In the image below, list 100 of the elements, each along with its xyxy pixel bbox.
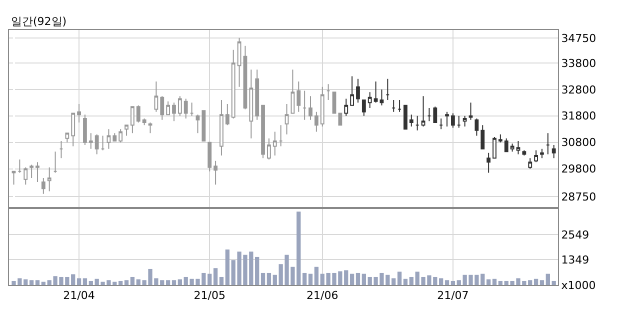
candlestick: [118, 128, 123, 143]
candlestick: [278, 124, 283, 147]
y-tick-label: 28750: [561, 190, 596, 204]
candlestick: [249, 69, 254, 139]
candlestick: [243, 45, 248, 110]
candlestick: [100, 135, 105, 151]
candlestick: [504, 138, 508, 152]
candlestick: [154, 81, 158, 112]
candlestick: [522, 150, 526, 156]
y-tick-label: x1000: [561, 278, 596, 292]
candlestick: [83, 114, 87, 146]
candlestick: [65, 132, 70, 143]
candlestick: [534, 150, 538, 163]
candlestick: [24, 166, 28, 186]
candlestick: [480, 124, 485, 150]
candlestick: [433, 106, 438, 123]
y-tick-label: 1349: [561, 254, 590, 267]
y-tick-label: 29800: [561, 162, 596, 176]
candlestick: [237, 37, 242, 88]
candlestick: [374, 81, 378, 104]
candlestick: [439, 118, 444, 130]
candlestick: [130, 106, 134, 134]
candlestick: [267, 138, 271, 160]
candlestick: [552, 144, 556, 159]
candlestick: [190, 102, 194, 116]
candlestick: [474, 118, 479, 136]
candlestick: [404, 104, 408, 130]
candlestick: [142, 118, 146, 126]
candlestick: [148, 122, 152, 134]
candlestick: [53, 151, 58, 174]
candlestick: [261, 104, 265, 159]
candlestick: [30, 164, 34, 178]
candlestick: [290, 69, 295, 114]
candlestick: [106, 128, 111, 150]
candlestick: [166, 100, 170, 116]
candlestick: [284, 104, 289, 135]
candlestick: [421, 96, 426, 127]
candlestick: [308, 96, 312, 120]
candlestick: [272, 131, 277, 156]
candlestick: [160, 96, 164, 120]
candlestick: [368, 92, 372, 108]
candlestick: [456, 115, 461, 128]
candlestick: [202, 110, 206, 142]
candlestick: [231, 49, 236, 120]
candlestick: [220, 100, 224, 156]
candlestick: [362, 100, 366, 116]
candlestick: [332, 92, 336, 114]
y-tick-label: 33800: [561, 56, 596, 70]
candlestick: [326, 84, 330, 101]
candlestick: [112, 132, 117, 142]
candlestick: [18, 159, 22, 174]
candlestick: [178, 96, 182, 116]
y-tick-label: 32800: [561, 83, 596, 96]
x-tick-label: 21/06: [306, 289, 338, 302]
candlestick: [184, 98, 188, 120]
candlestick: [386, 78, 390, 101]
candlestick: [172, 102, 176, 122]
candlestick: [320, 86, 324, 127]
candlestick: [94, 134, 99, 155]
x-tick-label: 21/05: [194, 289, 226, 302]
y-tick-label: 2549: [561, 228, 590, 242]
candlestick: [350, 76, 354, 106]
candlestick: [546, 132, 550, 155]
candlestick: [302, 90, 307, 120]
candlestick: [12, 170, 16, 186]
candlestick: [338, 112, 342, 126]
candlestick: [225, 104, 230, 126]
candlestick: [498, 134, 502, 143]
candlestick: [540, 148, 544, 159]
candlestick: [214, 160, 218, 186]
candlestick: [380, 88, 384, 106]
candlestick: [296, 81, 301, 112]
candlestick: [314, 111, 318, 132]
candlestick: [398, 100, 402, 112]
candlestick: [344, 98, 348, 116]
candlestick: [59, 140, 64, 159]
candlestick: [77, 104, 81, 123]
candlestick: [88, 132, 93, 150]
y-tick-label: 30800: [561, 136, 596, 150]
candlestick: [41, 178, 46, 194]
candlestick: [528, 158, 532, 170]
candlestick: [71, 112, 76, 147]
candlestick: [356, 78, 360, 104]
candlestick: [445, 111, 449, 127]
candlestick: [468, 102, 473, 120]
candlestick: [196, 114, 200, 134]
chart-title: 일간(92일): [11, 15, 67, 28]
candlestick: [255, 69, 260, 120]
x-tick-label: 21/07: [437, 289, 469, 302]
candlestick: [492, 136, 496, 159]
candlestick: [427, 107, 432, 122]
candlestick: [136, 104, 140, 123]
candlestick: [208, 142, 212, 172]
y-tick-label: 31800: [561, 110, 596, 123]
candlestick: [124, 124, 128, 136]
candlestick: [486, 152, 491, 174]
candlestick: [462, 115, 467, 127]
candlestick: [47, 166, 52, 192]
candlestick: [36, 162, 40, 182]
y-tick-label: 34750: [561, 32, 596, 45]
